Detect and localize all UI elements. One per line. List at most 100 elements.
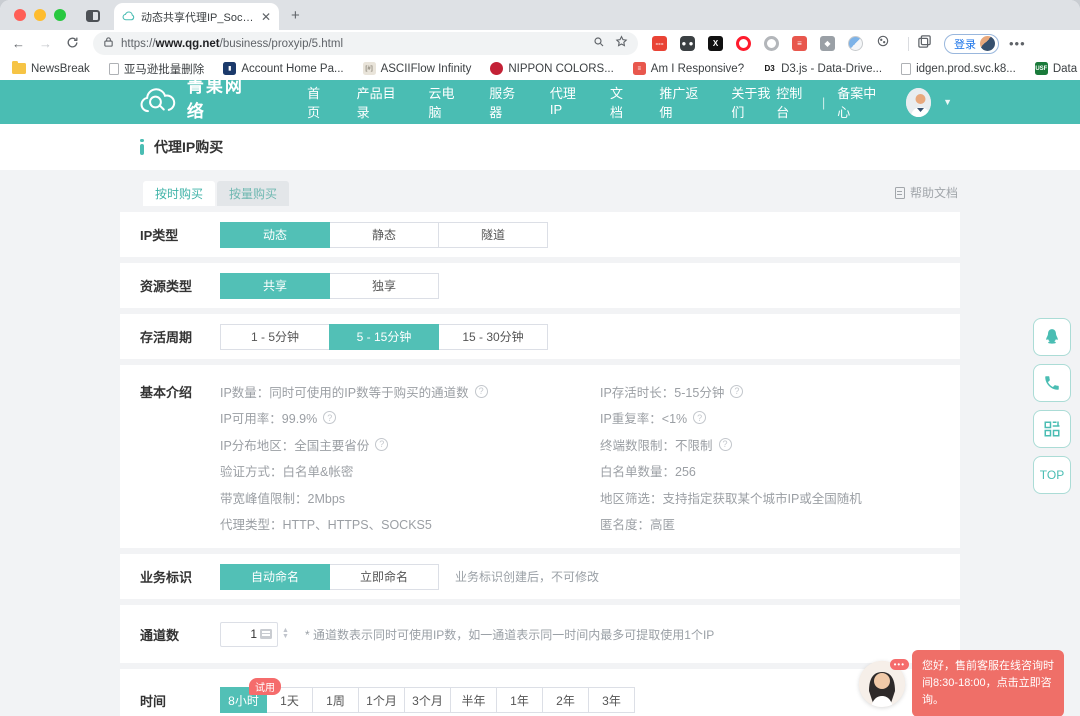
nav-item[interactable]: 服务器 [489,86,516,120]
forward-icon[interactable]: → [39,36,52,51]
reload-icon[interactable] [66,36,79,52]
back-icon[interactable]: ← [12,36,25,51]
account-icon: ▮ [223,62,237,75]
bookmark-account-home[interactable]: ▮ Account Home Pa... [223,62,344,75]
channels-input-box [220,621,278,647]
basic-info-item: 代理类型：HTTP、HTTPS、SOCKS5 [220,518,432,533]
nav-item[interactable]: 云电脑 [428,86,455,120]
minimize-window-button[interactable] [34,9,46,21]
basic-info-label: 基本介绍 [140,385,193,400]
phone-contact-button[interactable] [1033,364,1071,402]
extension-gray-ring-icon[interactable] [764,36,779,51]
resource-type-option[interactable]: 共享 [220,272,330,299]
help-doc-link[interactable]: 帮助文档 [894,184,958,201]
duration-option[interactable]: 1天 [266,687,313,713]
bookmark-idgen[interactable]: idgen.prod.svc.k8... [901,62,1016,75]
duration-option[interactable]: 半年 [450,687,497,713]
customer-service-widget[interactable]: ••• 您好，售前客服在线咨询时间8:30-18:00，点击立即咨询。 [859,650,1064,716]
beian-link[interactable]: 备案中心 [837,86,877,120]
duration-option[interactable]: 2年 [542,687,589,713]
new-tab-button[interactable]: + [291,7,300,24]
channels-stepper[interactable]: ▲ ▼ [282,627,289,640]
chat-message[interactable]: 您好，售前客服在线咨询时间8:30-18:00，点击立即咨询。 [912,650,1064,716]
ip-type-option[interactable]: 隧道 [438,221,548,248]
help-icon[interactable] [375,437,389,451]
extension-icons: --- ● ● X ≡ ◆ [652,34,890,53]
nav-item[interactable]: 文档 [609,86,623,120]
basic-info-item: 验证方式：白名单&帐密 [220,465,354,480]
browser-login-button[interactable]: 登录 [944,33,999,54]
life-cycle-option[interactable]: 1 - 5分钟 [220,323,330,350]
extension-panda-icon[interactable]: ● ● [680,36,695,51]
business-id-option[interactable]: 立即命名 [329,563,439,590]
help-icon[interactable] [730,384,744,398]
duration-option[interactable]: 1周 [312,687,359,713]
nav-item[interactable]: 首页 [307,86,321,120]
duration-option[interactable]: 1个月 [358,687,405,713]
life-cycle-option[interactable]: 5 - 15分钟 [329,323,439,350]
qg-cloud-logo-icon [140,88,176,113]
ip-type-option[interactable]: 动态 [220,221,330,248]
browser-toolbar: ← → https://www.qg.net/business/proxyip/… [0,30,1080,57]
extensions-cookie-icon[interactable] [876,34,890,53]
extension-blue-globe-icon[interactable] [848,36,863,51]
extension-opera-icon[interactable] [736,36,751,51]
bookmark-asciiflow[interactable]: [#] ASCIIFlow Infinity [362,62,471,75]
nav-item[interactable]: 产品目录 [356,86,396,120]
help-icon[interactable] [693,411,707,425]
duration-option[interactable]: 3年 [588,687,635,713]
url-text[interactable]: https://www.qg.net/business/proxyip/5.ht… [121,37,344,50]
help-icon[interactable] [718,437,732,451]
duration-option[interactable]: 1年 [496,687,543,713]
service-agent-avatar[interactable]: ••• [859,658,909,707]
collections-icon[interactable] [917,34,932,54]
back-to-top-button[interactable]: TOP [1033,456,1071,494]
basic-info-item: 匿名度：高匿 [600,518,676,533]
extension-diamond-icon[interactable]: ◆ [820,36,835,51]
extension-x-icon[interactable]: X [708,36,723,51]
close-window-button[interactable] [14,9,26,21]
ip-type-option[interactable]: 静态 [329,221,439,248]
extension-red-dashes-icon[interactable]: --- [652,36,667,51]
search-icon[interactable] [593,35,605,53]
resource-type-option[interactable]: 独享 [329,272,439,299]
help-icon[interactable] [474,384,488,398]
bookmark-am-i-responsive[interactable]: ≡ Am I Responsive? [632,62,744,75]
browser-tab[interactable]: 动态共享代理IP_Socks5代理IP_ ✕ [114,3,279,30]
duration-option[interactable]: 3个月 [404,687,451,713]
life-cycle-option[interactable]: 15 - 30分钟 [438,323,548,350]
keypad-icon[interactable] [260,629,272,639]
site-logo[interactable]: 青果网络 WWW.QG.NET [138,72,259,132]
tab-overview-icon[interactable] [86,10,100,22]
header-divider: | [821,94,826,110]
channels-input[interactable] [225,627,257,641]
step-down-icon: ▼ [282,633,289,640]
favorite-star-icon[interactable] [615,34,628,53]
bookmark-d3js[interactable]: D3 D3.js - Data-Drive... [763,62,883,75]
bookmark-nippon-colors[interactable]: NIPPON COLORS... [490,62,614,75]
purchase-tab[interactable]: 按时购买 [143,181,216,206]
bookmark-amazon-delete[interactable]: 亚马逊批量删除 [108,61,204,77]
business-id-option[interactable]: 自动命名 [220,563,330,590]
maximize-window-button[interactable] [54,9,66,21]
qrcode-button[interactable] [1033,410,1071,448]
help-icon[interactable] [323,411,337,425]
console-link[interactable]: 控制台 [776,86,803,120]
nav-item[interactable]: 关于我们 [731,86,771,120]
extension-red-notes-icon[interactable]: ≡ [792,36,807,51]
nav-item[interactable]: 代理IP [550,79,583,125]
qq-penguin-icon [1046,329,1058,344]
nav-item[interactable]: 推广返佣 [659,86,699,120]
purchase-tab[interactable]: 按量购买 [217,181,290,206]
qq-contact-button[interactable] [1033,318,1071,356]
user-avatar[interactable] [906,87,932,117]
bookmark-newsbreak[interactable]: NewsBreak [12,60,90,75]
address-bar[interactable]: https://www.qg.net/business/proxyip/5.ht… [93,32,638,55]
responsive-icon: ≡ [632,62,646,75]
browser-menu-icon[interactable]: ••• [1009,36,1026,51]
tab-close-icon[interactable]: ✕ [260,9,271,24]
avatar-chevron-down-icon[interactable]: ▼ [943,97,952,107]
lock-icon[interactable] [103,35,114,53]
